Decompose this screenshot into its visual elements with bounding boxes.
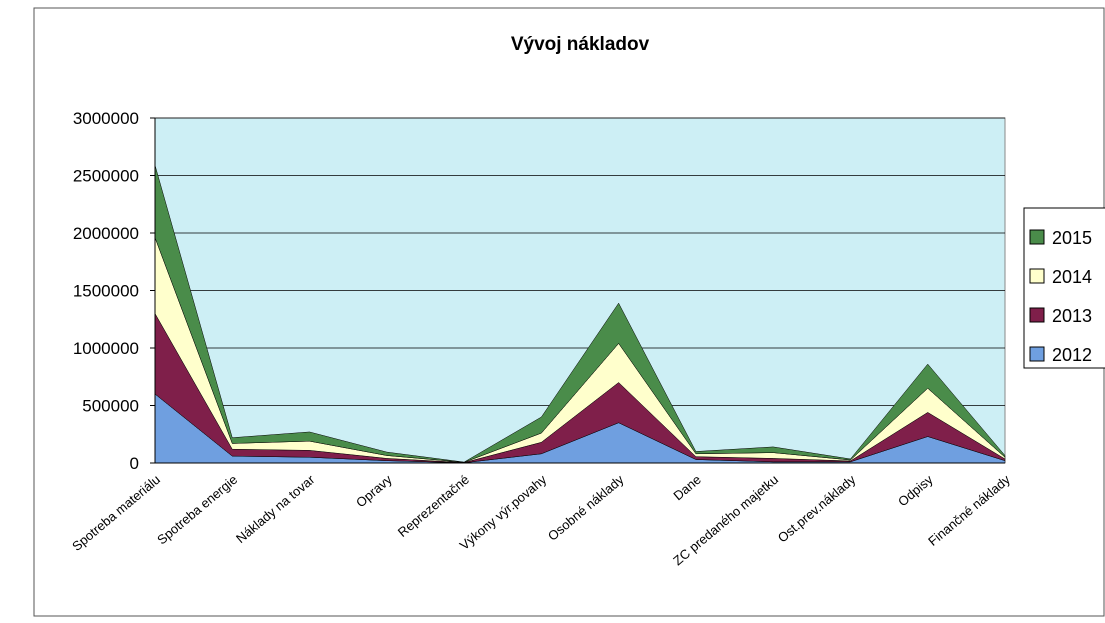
legend-swatch [1029, 346, 1045, 362]
y-tick-label: 2000000 [73, 224, 139, 243]
area [154, 165, 1006, 463]
legend-swatch [1029, 229, 1045, 245]
legend-label: 2013 [1052, 306, 1092, 326]
chart-title: Vývoj nákladov [511, 34, 650, 55]
y-tick-label: 2500000 [73, 167, 139, 186]
y-tick-label: 1000000 [73, 339, 139, 358]
legend-label: 2014 [1052, 267, 1092, 287]
y-tick-label: 500000 [82, 397, 139, 416]
legend-swatch [1029, 268, 1045, 284]
y-tick-label: 3000000 [73, 109, 139, 128]
y-tick-label: 0 [130, 454, 139, 473]
legend-label: 2015 [1052, 228, 1092, 248]
legend-swatch [1029, 307, 1045, 323]
y-tick-label: 1500000 [73, 282, 139, 301]
legend-label: 2012 [1052, 345, 1092, 365]
